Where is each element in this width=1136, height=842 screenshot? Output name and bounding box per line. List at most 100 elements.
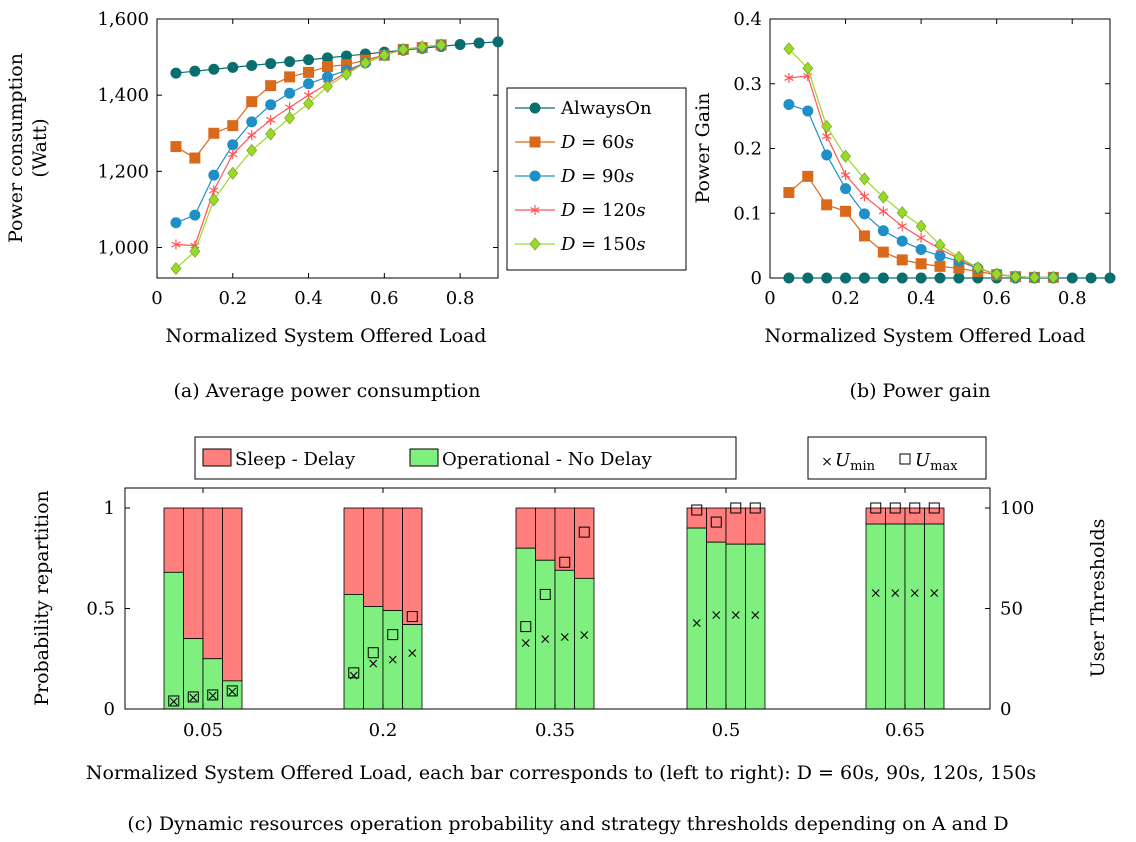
chart-a-point-3 bbox=[266, 115, 275, 125]
chart-b-point-0 bbox=[935, 273, 946, 284]
chart-a-caption: (a) Average power consumption bbox=[173, 380, 480, 402]
chart-b-point-2 bbox=[783, 99, 794, 110]
chart-c-umin-marker: × bbox=[168, 694, 180, 710]
chart-a-point-0 bbox=[170, 68, 181, 79]
chart-b-point-1 bbox=[878, 247, 889, 258]
chart-c-umin-marker: × bbox=[367, 656, 379, 672]
chart-a-point-0 bbox=[189, 66, 200, 77]
chart-b-point-0 bbox=[1067, 273, 1078, 284]
chart-c-bar-sleep bbox=[403, 508, 423, 625]
chart-b-point-0 bbox=[916, 273, 927, 284]
chart-a-point-1 bbox=[170, 141, 181, 152]
chart-c-bars bbox=[164, 508, 944, 709]
legend-ab-label-1: D = 60s bbox=[560, 132, 634, 153]
chart-c-umin-marker: × bbox=[187, 690, 199, 706]
chart-a-ytick-label: 1,400 bbox=[97, 85, 149, 106]
chart-b-point-0 bbox=[897, 273, 908, 284]
legend-ab-label-4: D = 150s bbox=[560, 234, 646, 255]
chart-b-point-4 bbox=[822, 120, 832, 132]
chart-c-umin-marker: × bbox=[226, 684, 238, 700]
chart-a-point-2 bbox=[303, 78, 314, 89]
chart-c-legend-label-operational: Operational - No Delay bbox=[442, 449, 653, 470]
chart-a-point-1 bbox=[265, 80, 276, 91]
chart-c-ylabel: Probability repartition bbox=[31, 490, 53, 706]
chart-c-bar-operational bbox=[746, 544, 766, 709]
chart-b-xtick-label: 0.8 bbox=[1058, 288, 1087, 309]
chart-c-bar-sleep bbox=[536, 508, 556, 560]
chart-b-point-2 bbox=[802, 105, 813, 116]
chart-c-bar-sleep bbox=[364, 508, 384, 606]
chart-c-xtick-label: 0.05 bbox=[183, 720, 223, 741]
chart-b-point-1 bbox=[916, 258, 927, 269]
chart-b: 0 0.2 0.4 0.6 0.8 0 0.1 0.2 0.3 0.4 Power Gain No… bbox=[692, 9, 1116, 402]
chart-a-point-0 bbox=[208, 64, 219, 75]
chart-b-point-2 bbox=[897, 236, 908, 247]
chart-c-bar-operational bbox=[516, 548, 536, 709]
chart-c-bar-sleep bbox=[344, 508, 364, 594]
chart-c-xtick-label: 0.5 bbox=[712, 720, 741, 741]
legend-ab-label-3: D = 120s bbox=[560, 200, 646, 221]
chart-c-umin-marker: × bbox=[578, 628, 590, 644]
chart-a-point-0 bbox=[303, 54, 314, 65]
chart-c-legend-swatch-sleep bbox=[203, 449, 231, 466]
chart-c-legend-swatch-operational bbox=[410, 449, 438, 466]
chart-c-legend-label-sleep: Sleep - Delay bbox=[235, 449, 356, 470]
legend-ab-marker-0 bbox=[530, 103, 541, 114]
chart-b-xtick-label: 0 bbox=[764, 288, 775, 309]
chart-b-point-1 bbox=[897, 254, 908, 265]
chart-c-bar-operational bbox=[164, 572, 184, 709]
chart-b-point-0 bbox=[821, 273, 832, 284]
chart-c-ytick-label: 0 bbox=[104, 699, 115, 720]
chart-b-ytick-label: 0 bbox=[751, 268, 762, 289]
chart-a-point-3 bbox=[285, 102, 294, 112]
chart-c-xtick-label: 0.65 bbox=[885, 720, 925, 741]
chart-c-ytick-label: 0.5 bbox=[86, 599, 115, 620]
chart-b-ylabel: Power Gain bbox=[692, 93, 714, 204]
chart-b-point-0 bbox=[840, 273, 851, 284]
chart-a-point-4 bbox=[266, 128, 276, 140]
chart-c-umin-marker: × bbox=[730, 608, 742, 624]
chart-a-ytick-label: 1,000 bbox=[97, 238, 149, 259]
chart-c-ytick-label-right: 50 bbox=[1000, 599, 1023, 620]
chart-c-bar-sleep bbox=[184, 508, 204, 639]
chart-a-ytick-label: 1,600 bbox=[97, 9, 149, 30]
chart-c: Sleep - Delay Operational - No Delay × Umin… bbox=[31, 437, 1109, 835]
chart-b-point-1 bbox=[935, 261, 946, 272]
chart-b-ytick-label: 0.2 bbox=[733, 139, 762, 160]
chart-c-umin-marker: × bbox=[348, 668, 360, 684]
chart-a-point-2 bbox=[170, 217, 181, 228]
chart-c-bar-operational bbox=[925, 524, 945, 709]
chart-c-umin-marker: × bbox=[710, 608, 722, 624]
chart-a-ytick-label: 1,200 bbox=[97, 161, 149, 182]
chart-b-point-0 bbox=[953, 273, 964, 284]
chart-a-xtick-label: 0.6 bbox=[370, 288, 399, 309]
chart-a-point-1 bbox=[246, 96, 257, 107]
chart-b-series-line-4 bbox=[789, 49, 1053, 278]
chart-a-ylabel-line1: Power consumption bbox=[5, 53, 27, 243]
chart-a-point-4 bbox=[304, 98, 314, 110]
chart-c-bar-operational bbox=[707, 542, 727, 709]
chart-c-umin-marker: × bbox=[749, 608, 761, 624]
chart-c-umin-marker: × bbox=[691, 616, 703, 632]
chart-b-point-2 bbox=[859, 208, 870, 219]
chart-a-xtick-label: 0.8 bbox=[446, 288, 475, 309]
chart-b-point-1 bbox=[802, 171, 813, 182]
chart-a-xtick-label: 0.2 bbox=[218, 288, 247, 309]
chart-b-caption: (b) Power gain bbox=[850, 380, 991, 402]
chart-c-bar-sleep bbox=[886, 508, 906, 524]
chart-b-point-0 bbox=[1105, 273, 1116, 284]
chart-a-xtick-label: 0 bbox=[151, 288, 162, 309]
chart-c-bar-sleep bbox=[866, 508, 886, 524]
chart-c-ytick-label: 1 bbox=[104, 498, 115, 519]
chart-a-xtick-label: 0.4 bbox=[294, 288, 323, 309]
chart-b-point-0 bbox=[878, 273, 889, 284]
chart-a-point-0 bbox=[284, 56, 295, 67]
chart-c-bar-sleep bbox=[925, 508, 945, 524]
chart-a-point-1 bbox=[189, 153, 200, 164]
chart-b-xtick-label: 0.6 bbox=[982, 288, 1011, 309]
chart-c-umin-marker: × bbox=[889, 585, 901, 601]
chart-c-bar-operational bbox=[905, 524, 925, 709]
chart-a-point-1 bbox=[208, 128, 219, 139]
chart-c-legend-umin-marker: × bbox=[821, 454, 833, 470]
